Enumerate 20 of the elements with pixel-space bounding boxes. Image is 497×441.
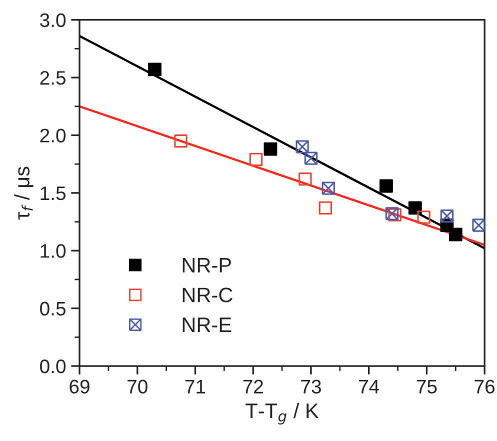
- x-tick-label: 76: [474, 380, 495, 394]
- y-tick-label: 0.5: [40, 302, 66, 316]
- x-tick-label: 75: [416, 380, 437, 394]
- legend-label: NR-E: [182, 318, 232, 332]
- y-axis-title: τ$_{f}$ / μs: [14, 166, 34, 220]
- x-tick-label: 69: [70, 380, 90, 394]
- x-tick-label: 70: [128, 380, 148, 394]
- x-tick-label: 74: [359, 380, 380, 394]
- y-tick-label: 1.0: [40, 244, 66, 258]
- y-tick-label: 3.0: [40, 13, 66, 28]
- x-axis-title: T-T$_{g}$ / K: [246, 402, 319, 424]
- y-tick-label: 2.5: [40, 71, 66, 85]
- y-tick-label: 2.0: [40, 128, 66, 142]
- legend-label: NR-P: [182, 258, 231, 272]
- y-tick-label: 1.5: [40, 186, 66, 200]
- x-tick-label: 72: [243, 380, 263, 394]
- x-tick-label: 71: [185, 380, 206, 394]
- legend-label: NR-C: [182, 288, 232, 302]
- x-tick-label: 73: [301, 380, 321, 394]
- y-tick-label: 0.0: [40, 360, 66, 374]
